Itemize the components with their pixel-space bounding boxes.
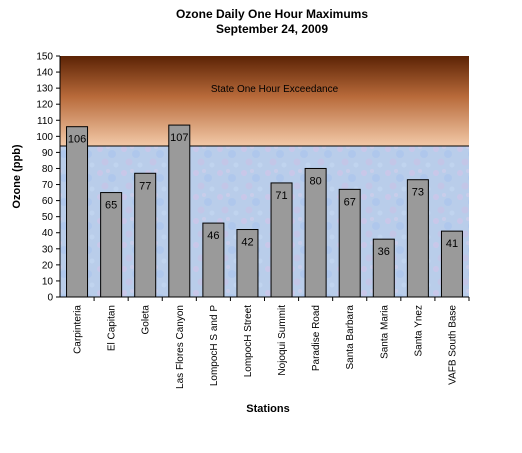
y-tick-label: 30 xyxy=(42,244,54,255)
x-tick-label: Nojoqui Summit xyxy=(277,305,288,376)
y-tick-label: 0 xyxy=(47,293,53,304)
y-tick-label: 50 xyxy=(42,212,54,223)
y-axis-title: Ozone (ppb) xyxy=(11,144,23,208)
y-tick-label: 120 xyxy=(36,100,53,111)
bar-value-label: 80 xyxy=(310,175,322,187)
x-tick-label: Goleta xyxy=(141,305,152,335)
y-tick-label: 80 xyxy=(42,164,54,175)
y-tick-label: 130 xyxy=(36,84,53,95)
bar-value-label: 36 xyxy=(378,246,390,258)
x-axis-title: Stations xyxy=(246,403,289,415)
bar-value-label: 107 xyxy=(170,132,188,144)
y-tick-label: 20 xyxy=(42,260,54,271)
bar-value-label: 46 xyxy=(207,230,219,242)
bar-value-label: 42 xyxy=(241,237,253,249)
x-tick-label: Carpinteria xyxy=(73,305,84,354)
bar xyxy=(168,124,191,298)
y-tick-label: 140 xyxy=(36,68,53,79)
chart-title: Ozone Daily One Hour Maximums xyxy=(176,7,368,21)
x-axis-tick-labels: Carpinteria El Capitan Goleta Las Flores Ca… xyxy=(73,297,470,389)
below-threshold-region xyxy=(60,145,469,297)
y-tick-label: 60 xyxy=(42,196,54,207)
x-tick-label: Santa Ynez xyxy=(413,305,424,357)
bar-value-label: 67 xyxy=(344,196,356,208)
x-tick-label: VAFB South Base xyxy=(447,305,458,385)
chart-subtitle: September 24, 2009 xyxy=(216,22,328,36)
y-axis-ticks: 0 10 20 30 40 50 60 70 80 90 100 110 120 130 140 150 xyxy=(36,52,60,304)
x-tick-label: LompocH S and P xyxy=(209,305,220,386)
bar-value-label: 41 xyxy=(446,238,458,250)
y-tick-label: 10 xyxy=(42,276,54,287)
y-tick-label: 70 xyxy=(42,180,54,191)
x-tick-label: LompocH Street xyxy=(243,305,254,377)
x-tick-label: Santa Maria xyxy=(379,305,390,359)
bar-value-label: 71 xyxy=(275,190,287,202)
y-tick-label: 150 xyxy=(36,52,53,63)
x-tick-label: Santa Barbara xyxy=(345,305,356,370)
bar-value-label: 65 xyxy=(105,200,117,212)
bar-value-label: 106 xyxy=(68,134,86,146)
bar-value-label: 73 xyxy=(412,187,424,199)
x-tick-label: Paradise Road xyxy=(311,305,322,371)
x-tick-label: El Capitan xyxy=(107,305,118,351)
bar xyxy=(304,167,327,298)
exceedance-region xyxy=(60,56,469,146)
bar-value-label: 77 xyxy=(139,180,151,192)
y-tick-label: 110 xyxy=(37,116,53,127)
y-tick-label: 40 xyxy=(42,228,54,239)
bar-labels: 106 65 77 107 46 42 71 80 67 36 73 41 xyxy=(68,132,458,258)
y-tick-label: 100 xyxy=(36,132,53,143)
x-tick-label: Las Flores Canyon xyxy=(175,305,186,389)
bar xyxy=(66,126,89,298)
threshold-label: State One Hour Exceedance xyxy=(211,84,339,95)
y-tick-label: 90 xyxy=(42,148,54,159)
